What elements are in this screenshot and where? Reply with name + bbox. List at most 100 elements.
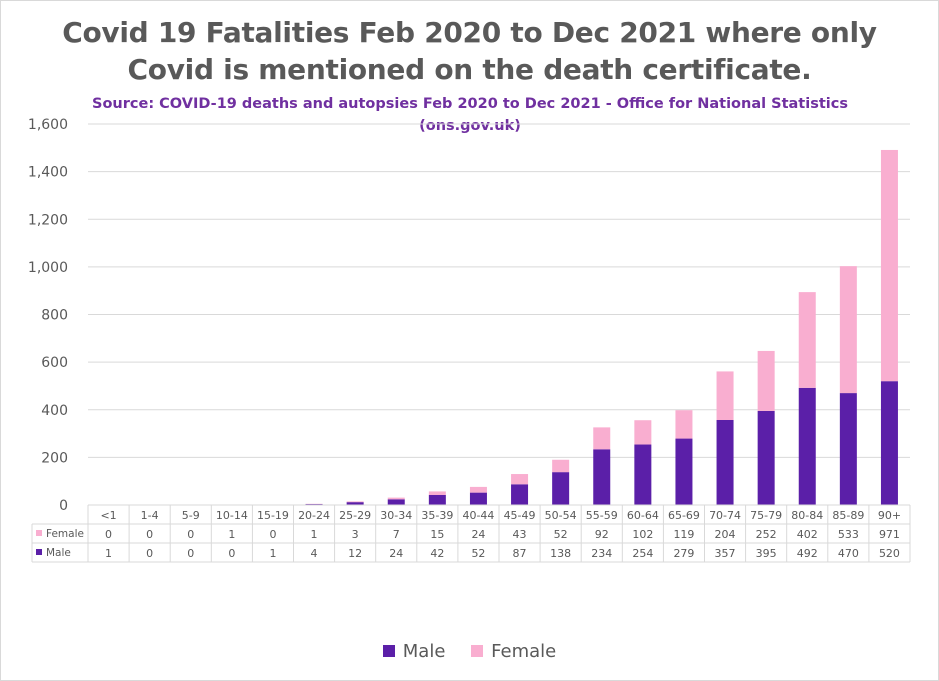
x-tick-label: 50-54 [545,509,577,522]
x-tick-label: 40-44 [462,509,494,522]
data-label-male: 357 [715,547,736,560]
bar-female-65-69 [675,410,693,439]
legend-item-female: Female [471,641,556,662]
data-label-female: 7 [393,528,400,541]
legend-swatch-female [471,645,484,657]
bar-male-90+ [880,381,898,505]
x-tick-label: 80-84 [791,509,823,522]
bar-male-35-39 [428,494,446,505]
x-tick-label: 65-69 [668,509,700,522]
bar-female-90+ [880,149,898,382]
y-tick-label: 800 [41,308,68,324]
x-tick-label: 70-74 [709,509,741,522]
y-tick-label: 1,200 [28,212,68,228]
data-label-female: 0 [146,528,153,541]
bar-male-45-49 [511,484,529,505]
data-label-female: 971 [879,528,900,541]
data-label-female: 1 [228,528,235,541]
data-label-male: 0 [146,547,153,560]
x-tick-label: 90+ [878,509,901,522]
x-tick-label: 25-29 [339,509,371,522]
x-tick-label: 20-24 [298,509,330,522]
data-label-male: 470 [838,547,859,560]
legend-label-female: Female [491,641,557,662]
x-tick-label: 55-59 [586,509,618,522]
bar-female-85-89 [839,266,857,394]
data-label-female: 204 [715,528,736,541]
y-tick-label: 1,000 [28,260,68,276]
data-label-male: 279 [673,547,694,560]
data-label-female: 43 [513,528,527,541]
data-label-male: 1 [269,547,276,560]
x-tick-label: 45-49 [504,509,536,522]
y-tick-label: 1,400 [28,165,68,181]
x-tick-label: 15-19 [257,509,289,522]
y-tick-label: 400 [41,403,68,419]
legend-swatch-male [382,645,395,657]
chart-source-line-2: (ons.gov.uk) [419,118,521,134]
bar-female-70-74 [716,371,734,420]
data-label-female: 119 [673,528,694,541]
bar-female-25-29 [346,501,364,503]
table-key-male [36,549,42,555]
data-label-female: 402 [797,528,818,541]
table-row-label-male: Male [46,547,71,559]
legend-label-male: Male [402,641,446,662]
x-tick-label: 75-79 [750,509,782,522]
chart-title: Covid 19 Fatalities Feb 2020 to Dec 2021… [0,14,939,88]
data-label-male: 0 [228,547,235,560]
bar-female-40-44 [469,486,487,493]
data-label-female: 52 [554,528,568,541]
data-label-male: 52 [471,547,485,560]
data-label-male: 24 [389,547,403,560]
data-label-male: 4 [311,547,318,560]
bar-male-65-69 [675,438,693,505]
bar-male-60-64 [634,444,652,505]
bar-male-40-44 [469,492,487,505]
x-tick-label: 60-64 [627,509,659,522]
bar-male-85-89 [839,393,857,505]
x-tick-label: 10-14 [216,509,248,522]
data-label-male: 87 [513,547,527,560]
data-label-female: 1 [311,528,318,541]
chart-legend: Male Female [0,641,939,662]
bar-male-55-59 [593,449,611,505]
x-tick-label: 85-89 [832,509,864,522]
x-tick-label: 30-34 [380,509,412,522]
data-label-female: 0 [269,528,276,541]
data-label-female: 3 [352,528,359,541]
bar-male-50-54 [552,472,570,505]
data-label-female: 0 [105,528,112,541]
bar-male-30-34 [387,499,405,505]
data-label-male: 520 [879,547,900,560]
data-label-male: 234 [591,547,612,560]
data-label-male: 492 [797,547,818,560]
bar-female-35-39 [428,491,446,495]
y-tick-label: 200 [41,450,68,466]
table-row-label-female: Female [46,528,84,540]
x-tick-label: <1 [100,509,116,522]
bar-male-25-29 [346,502,364,505]
data-label-female: 533 [838,528,859,541]
bar-male-75-79 [757,410,775,505]
data-label-female: 252 [756,528,777,541]
x-tick-label: 5-9 [182,509,200,522]
data-label-female: 102 [632,528,653,541]
table-key-female [36,530,42,536]
data-label-male: 12 [348,547,362,560]
data-label-female: 15 [430,528,444,541]
data-label-male: 1 [105,547,112,560]
x-tick-label: 35-39 [421,509,453,522]
legend-item-male: Male [382,641,446,662]
bar-female-45-49 [511,474,529,485]
bar-male-80-84 [798,387,816,505]
y-tick-label: 600 [41,355,68,371]
chart-source-line-1: Source: COVID-19 deaths and autopsies Fe… [92,96,848,112]
data-label-female: 0 [187,528,194,541]
bar-female-60-64 [634,420,652,445]
chart-title-line-2: Covid is mentioned on the death certific… [127,53,812,86]
bar-female-55-59 [593,427,611,450]
data-label-male: 395 [756,547,777,560]
